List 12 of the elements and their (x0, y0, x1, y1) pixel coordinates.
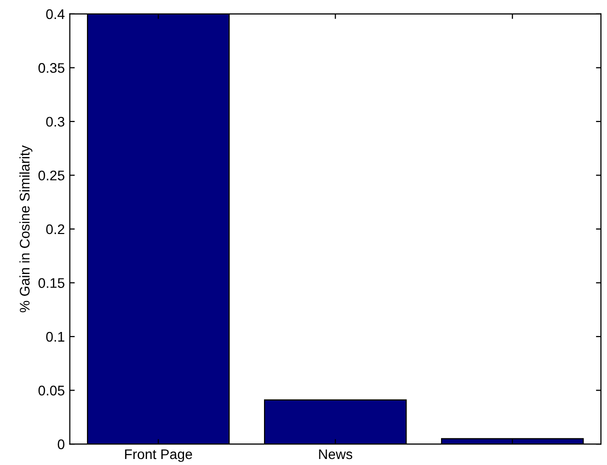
y-tick-label: 0.35 (38, 63, 64, 73)
y-tick-label: 0.2 (46, 224, 64, 234)
x-tick-label: News (319, 449, 352, 460)
y-tick-label: 0.4 (46, 9, 65, 20)
x-tick-label: Front Page (125, 449, 192, 462)
y-tick-label: 0.05 (38, 386, 64, 396)
y-tick-label: 0.1 (46, 332, 64, 342)
y-tick-label: 0 (58, 439, 64, 450)
y-tick-label: 0.25 (38, 170, 64, 180)
y-tick-label: 0.15 (38, 278, 64, 288)
y-axis-title: % Gain in Cosine Similarity (19, 145, 32, 312)
y-tick-label: 0.3 (46, 116, 64, 127)
